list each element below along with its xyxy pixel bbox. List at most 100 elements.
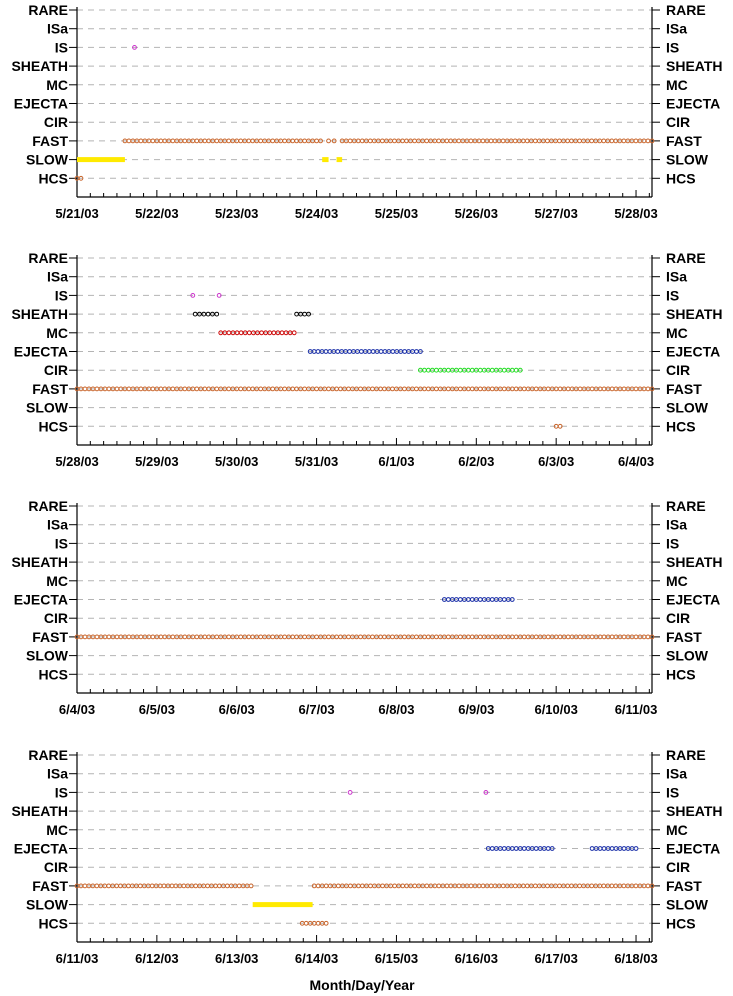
marker-fast	[424, 883, 430, 889]
category-label-right: SLOW	[666, 152, 709, 168]
category-label-left: IS	[55, 39, 68, 55]
marker-fast	[82, 386, 88, 392]
x-tick-label: 5/26/03	[455, 206, 498, 221]
marker-sheath	[197, 311, 202, 317]
marker-cir	[433, 367, 439, 373]
x-tick-label: 5/28/03	[614, 206, 657, 221]
category-label-right: IS	[666, 535, 679, 551]
x-tick-label: 6/16/03	[455, 951, 498, 966]
category-label-left: SLOW	[26, 648, 69, 664]
category-label-right: RARE	[666, 747, 706, 763]
marker-fast	[138, 386, 144, 392]
marker-fast	[368, 883, 373, 889]
marker-fast	[282, 138, 288, 144]
category-label-right: CIR	[666, 859, 690, 875]
marker-ejecta	[418, 349, 423, 354]
marker-ejecta	[457, 597, 463, 602]
category-label-left: ISa	[47, 517, 68, 533]
marker-fast	[414, 634, 419, 640]
category-label-right: IS	[666, 784, 679, 800]
category-label-left: MC	[46, 77, 68, 93]
marker-ejecta	[509, 597, 515, 602]
marker-slow-bar	[336, 157, 343, 163]
marker-mc	[291, 330, 297, 336]
marker-fast	[456, 138, 462, 144]
marker-fast	[532, 883, 538, 889]
marker-slow-bar	[322, 157, 329, 163]
marker-fast	[589, 634, 595, 640]
marker-ejecta	[489, 597, 495, 602]
category-label-left: IS	[55, 784, 68, 800]
marker-is	[190, 293, 196, 298]
marker-fast	[468, 883, 474, 889]
x-axis-title: Month/Day/Year	[309, 977, 415, 993]
marker-fast	[445, 634, 451, 640]
marker-fast	[302, 634, 308, 640]
marker-is	[216, 293, 222, 298]
category-label-right: FAST	[666, 381, 702, 397]
marker-sheath	[205, 311, 211, 317]
marker-fast	[138, 138, 144, 144]
x-tick-label: 6/1/03	[378, 454, 414, 469]
marker-fast	[402, 634, 407, 640]
x-tick-label: 5/29/03	[135, 454, 178, 469]
category-label-right: EJECTA	[666, 841, 720, 857]
marker-hcs	[78, 175, 84, 181]
x-tick-label: 5/30/03	[215, 454, 258, 469]
marker-fast	[282, 386, 288, 392]
marker-fast	[589, 386, 595, 392]
category-label-right: RARE	[666, 250, 706, 266]
marker-ejecta	[445, 597, 451, 602]
marker-fast	[248, 883, 254, 889]
marker-ejecta	[347, 349, 352, 354]
marker-fast	[224, 883, 230, 889]
marker-fast	[214, 386, 220, 392]
x-tick-label: 6/15/03	[375, 951, 418, 966]
marker-fast	[489, 634, 495, 640]
marker-fast	[82, 883, 88, 889]
category-label-left: SLOW	[26, 152, 69, 168]
category-label-left: SHEATH	[11, 306, 68, 322]
category-label-left: RARE	[28, 747, 68, 763]
marker-fast	[577, 386, 583, 392]
marker-fast	[214, 634, 220, 640]
category-label-left: SLOW	[26, 897, 69, 913]
marker-fast	[94, 883, 100, 889]
category-label-left: HCS	[38, 170, 68, 186]
marker-cir	[501, 367, 507, 373]
x-tick-label: 5/28/03	[55, 454, 98, 469]
marker-ejecta	[633, 846, 639, 851]
category-label-left: CIR	[44, 114, 68, 130]
marker-fast	[577, 883, 583, 889]
marker-ejecta	[414, 349, 419, 354]
marker-fast	[226, 138, 232, 144]
category-label-left: RARE	[28, 498, 68, 514]
marker-fast	[456, 883, 462, 889]
marker-fast	[621, 138, 627, 144]
marker-fast	[331, 138, 337, 144]
x-tick-label: 6/9/03	[458, 702, 494, 717]
marker-fast	[182, 634, 188, 640]
marker-fast	[335, 883, 341, 889]
marker-fast	[170, 386, 176, 392]
marker-fast	[577, 138, 582, 144]
category-label-right: ISa	[666, 21, 687, 37]
category-label-left: IS	[55, 535, 68, 551]
category-label-right: SHEATH	[666, 58, 723, 74]
marker-fast	[380, 883, 385, 889]
marker-fast	[489, 386, 495, 392]
category-label-right: RARE	[666, 498, 706, 514]
marker-fast	[392, 883, 398, 889]
category-label-left: MC	[46, 822, 68, 838]
category-label-left: ISa	[47, 269, 68, 285]
category-label-right: IS	[666, 287, 679, 303]
marker-fast	[501, 634, 507, 640]
marker-ejecta	[501, 597, 507, 602]
category-label-right: CIR	[666, 610, 690, 626]
marker-fast	[533, 386, 539, 392]
marker-fast	[370, 386, 375, 392]
marker-fast	[347, 883, 353, 889]
marker-fast	[370, 634, 375, 640]
marker-fast	[282, 634, 288, 640]
